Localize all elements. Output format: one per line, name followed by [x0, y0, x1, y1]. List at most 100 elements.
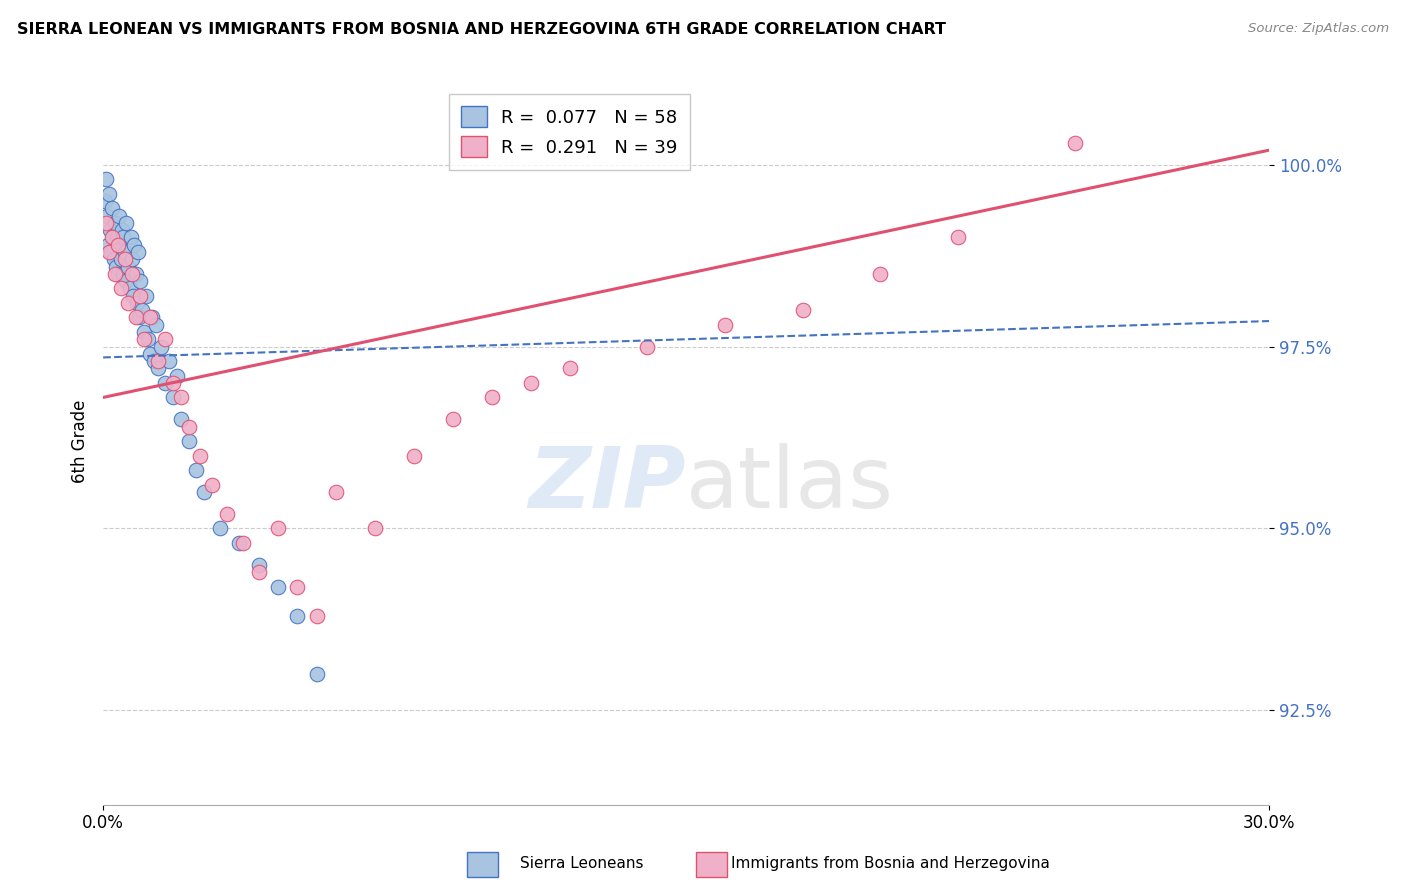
Point: [186, 463, 208, 477]
Point: [193, 485, 215, 500]
Point: [114, 244, 136, 259]
Point: [714, 318, 737, 332]
Point: [325, 485, 347, 500]
Point: [117, 260, 139, 274]
Point: [100, 202, 122, 216]
Point: [155, 376, 177, 390]
Point: [100, 244, 122, 259]
Point: [142, 354, 165, 368]
Point: [129, 274, 152, 288]
Point: [636, 339, 658, 353]
Point: [1063, 136, 1085, 150]
Legend: R =  0.077   N = 58, R =  0.291   N = 39: R = 0.077 N = 58, R = 0.291 N = 39: [449, 94, 690, 169]
Point: [120, 230, 142, 244]
Point: [104, 216, 127, 230]
Point: [132, 325, 155, 339]
Point: [120, 281, 142, 295]
Point: [129, 288, 152, 302]
Point: [170, 391, 193, 405]
Point: [107, 237, 129, 252]
Point: [96, 216, 118, 230]
Point: [128, 310, 150, 325]
Point: [121, 252, 143, 267]
Point: [96, 172, 118, 186]
Text: atlas: atlas: [686, 443, 894, 526]
Point: [267, 580, 290, 594]
Point: [104, 260, 127, 274]
Point: [111, 267, 134, 281]
Point: [114, 252, 136, 267]
Point: [115, 216, 138, 230]
Point: [97, 186, 120, 201]
Point: [792, 303, 814, 318]
Point: [110, 252, 132, 267]
Y-axis label: 6th Grade: 6th Grade: [72, 400, 89, 483]
Point: [188, 449, 211, 463]
Point: [131, 303, 153, 318]
Point: [97, 237, 120, 252]
Point: [481, 391, 503, 405]
Point: [170, 412, 193, 426]
Point: [217, 507, 239, 521]
Point: [247, 565, 270, 579]
Point: [177, 434, 200, 448]
Point: [177, 419, 200, 434]
Text: ZIP: ZIP: [529, 443, 686, 526]
Point: [162, 376, 184, 390]
Point: [402, 449, 425, 463]
Point: [232, 536, 254, 550]
Point: [141, 310, 163, 325]
Point: [247, 558, 270, 572]
Point: [121, 267, 143, 281]
Point: [97, 244, 120, 259]
Point: [228, 536, 250, 550]
Point: [364, 521, 387, 535]
Point: [111, 223, 134, 237]
Point: [287, 608, 309, 623]
Point: [122, 237, 145, 252]
Point: [125, 310, 148, 325]
Point: [125, 267, 148, 281]
Point: [98, 223, 121, 237]
Point: [145, 318, 167, 332]
Text: SIERRA LEONEAN VS IMMIGRANTS FROM BOSNIA AND HERZEGOVINA 6TH GRADE CORRELATION C: SIERRA LEONEAN VS IMMIGRANTS FROM BOSNIA…: [17, 22, 946, 37]
Point: [869, 267, 891, 281]
Point: [107, 237, 129, 252]
Point: [208, 521, 231, 535]
Point: [558, 361, 581, 376]
Text: Source: ZipAtlas.com: Source: ZipAtlas.com: [1249, 22, 1389, 36]
Text: Immigrants from Bosnia and Herzegovina: Immigrants from Bosnia and Herzegovina: [731, 856, 1050, 871]
Point: [96, 209, 118, 223]
Point: [146, 361, 169, 376]
Point: [946, 230, 969, 244]
Text: Sierra Leoneans: Sierra Leoneans: [520, 856, 644, 871]
Point: [146, 354, 169, 368]
Point: [287, 580, 309, 594]
Point: [112, 230, 135, 244]
Point: [132, 332, 155, 346]
Point: [107, 267, 129, 281]
Point: [105, 230, 128, 244]
Point: [150, 339, 173, 353]
Point: [110, 281, 132, 295]
Point: [104, 267, 127, 281]
Point: [441, 412, 464, 426]
Point: [305, 666, 328, 681]
Point: [139, 310, 162, 325]
Point: [100, 230, 122, 244]
Point: [136, 332, 159, 346]
Point: [103, 252, 125, 267]
Point: [114, 274, 136, 288]
Point: [117, 296, 139, 310]
Point: [157, 354, 180, 368]
Point: [94, 194, 117, 208]
Point: [122, 288, 145, 302]
Point: [201, 477, 224, 491]
Point: [519, 376, 541, 390]
Point: [127, 296, 149, 310]
Point: [127, 244, 149, 259]
Point: [155, 332, 177, 346]
Point: [267, 521, 290, 535]
Point: [166, 368, 188, 383]
Point: [162, 391, 184, 405]
